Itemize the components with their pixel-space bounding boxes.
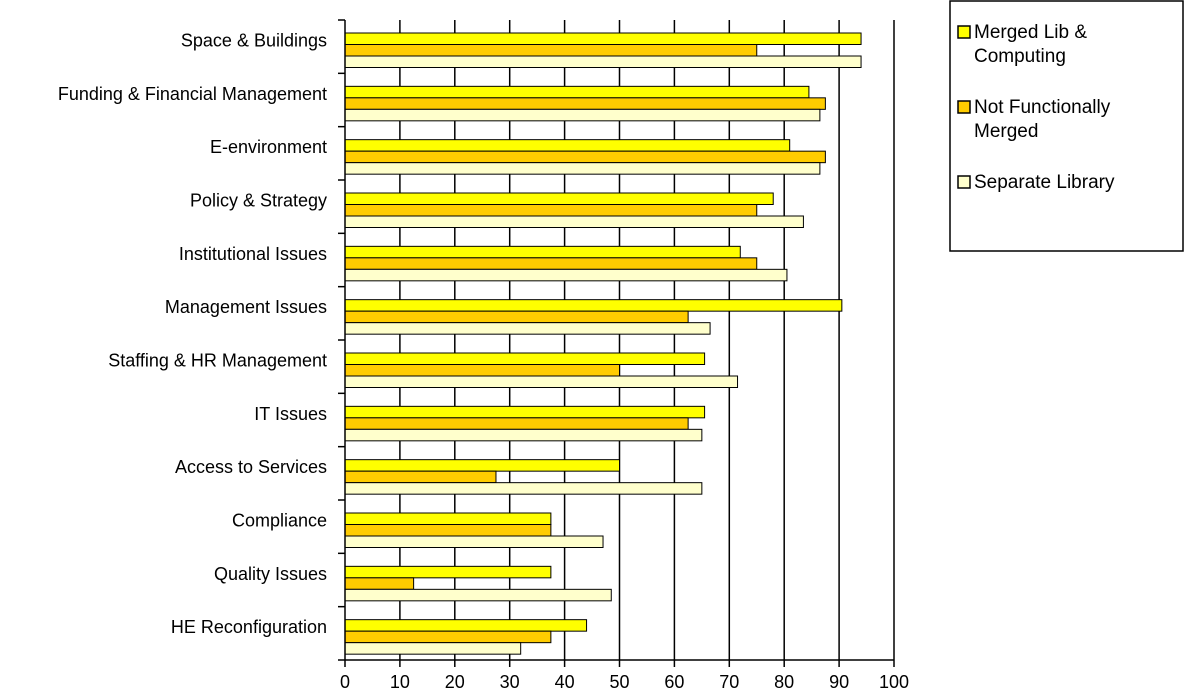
- category-label: E-environment: [210, 137, 327, 157]
- legend-label-line: Separate Library: [974, 172, 1115, 193]
- bar-not-functionally-merged: [344, 257, 758, 270]
- bar-merged-lib-computing: [344, 299, 843, 312]
- legend-label: Merged Lib & Computing: [974, 22, 1087, 67]
- x-tick-label: 40: [555, 672, 575, 692]
- x-tick-label: 20: [445, 672, 465, 692]
- bar-not-functionally-merged: [344, 630, 552, 644]
- bar-not-functionally-merged: [344, 524, 552, 537]
- legend-swatch: [957, 100, 971, 114]
- bar-separate-library: [344, 375, 739, 388]
- category-label: Access to Services: [175, 457, 327, 477]
- bar-merged-lib-computing: [344, 405, 706, 419]
- category-label: Institutional Issues: [179, 244, 327, 264]
- category-label: Space & Buildings: [181, 30, 327, 50]
- bar-separate-library: [344, 108, 821, 122]
- x-tick-label: 10: [390, 672, 410, 692]
- category-label: IT Issues: [254, 404, 327, 424]
- bar-merged-lib-computing: [344, 32, 862, 45]
- bar-separate-library: [344, 642, 522, 655]
- bar-not-functionally-merged: [344, 97, 826, 110]
- category-label: Funding & Financial Management: [58, 84, 327, 104]
- bar-merged-lib-computing: [344, 565, 552, 579]
- legend-label: Separate Library: [974, 172, 1115, 193]
- legend-label-line: Merged Lib &: [974, 22, 1087, 43]
- category-label: Management Issues: [165, 297, 327, 317]
- bar-separate-library: [344, 55, 862, 68]
- bar-merged-lib-computing: [344, 192, 774, 205]
- category-label: Compliance: [232, 510, 327, 530]
- x-tick-label: 60: [664, 672, 684, 692]
- x-tick-label: 100: [879, 672, 909, 692]
- bar-separate-library: [344, 268, 788, 282]
- category-label: HE Reconfiguration: [171, 617, 327, 637]
- x-tick-label: 70: [719, 672, 739, 692]
- bar-not-functionally-merged: [344, 417, 689, 430]
- bar-merged-lib-computing: [344, 85, 810, 99]
- bar-separate-library: [344, 482, 703, 495]
- bar-separate-library: [344, 215, 804, 228]
- legend-box: [949, 0, 1184, 252]
- bar-not-functionally-merged: [344, 577, 415, 590]
- legend-label: Not Functionally Merged: [974, 97, 1111, 142]
- x-tick-label: 90: [829, 672, 849, 692]
- legend: Merged Lib & Computing Not Functionally Mer…: [949, 0, 1184, 252]
- bar-separate-library: [344, 588, 612, 602]
- bar-not-functionally-merged: [344, 470, 497, 484]
- legend-label-line: Not Functionally: [974, 97, 1111, 118]
- bar-not-functionally-merged: [344, 204, 758, 217]
- gridlines: [399, 20, 895, 660]
- x-tick-label: 0: [340, 672, 350, 692]
- bar-not-functionally-merged: [344, 310, 689, 324]
- axis-labels: Space & Buildings Funding & Financial Man…: [58, 30, 909, 692]
- bar-separate-library: [344, 428, 703, 442]
- category-label: Policy & Strategy: [190, 190, 327, 210]
- bar-not-functionally-merged: [344, 364, 620, 377]
- bar-merged-lib-computing: [344, 459, 620, 472]
- bars: [344, 32, 862, 655]
- legend-swatch: [957, 25, 971, 39]
- x-tick-label: 80: [774, 672, 794, 692]
- category-label: Quality Issues: [214, 564, 327, 584]
- bar-not-functionally-merged: [344, 44, 758, 57]
- legend-label-line: Computing: [974, 46, 1066, 67]
- bar-merged-lib-computing: [344, 245, 741, 259]
- x-tick-label: 50: [609, 672, 629, 692]
- x-tick-label: 30: [500, 672, 520, 692]
- bar-merged-lib-computing: [344, 139, 791, 152]
- bar-separate-library: [344, 535, 604, 548]
- bar-separate-library: [344, 322, 711, 335]
- bar-merged-lib-computing: [344, 352, 706, 365]
- category-label: Staffing & HR Management: [108, 350, 327, 370]
- legend-label-line: Merged: [974, 121, 1038, 142]
- bar-merged-lib-computing: [344, 619, 588, 632]
- legend-swatch: [957, 175, 971, 189]
- bar-separate-library: [344, 162, 821, 175]
- axes: [338, 19, 895, 667]
- bar-not-functionally-merged: [344, 150, 826, 164]
- bar-merged-lib-computing: [344, 512, 552, 525]
